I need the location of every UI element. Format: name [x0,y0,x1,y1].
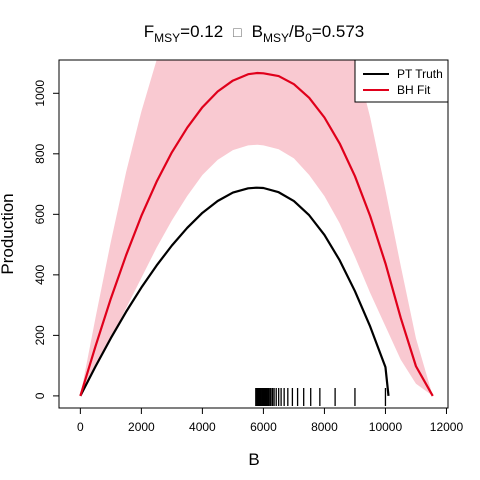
y-axis: 0 200 400 600 800 1000 [33,80,59,399]
series-line-pt-truth [79,186,390,397]
title-b0-sub: 0 [305,31,312,45]
y-axis-label: Production [0,193,17,274]
legend: PT Truth BH Fit [354,59,449,103]
title-b-sub: MSY [263,31,289,45]
title-slash: / [289,22,294,41]
title-f-value: =0.12 [180,22,223,41]
title-separator: □ [233,24,242,40]
title-b-value: =0.573 [312,22,364,41]
y-tick-label: 800 [33,143,47,163]
y-tick-label: 200 [33,325,47,345]
confidence-band-layer [80,60,433,396]
title-f: F [144,22,154,41]
title-b0: B [294,22,305,41]
series-line-bh-fit [79,71,434,397]
x-tick-label: 0 [77,420,84,434]
legend-label-bh-fit: BH Fit [397,83,431,97]
y-tick-label: 1000 [33,80,47,107]
title-b: B [252,22,263,41]
chart-title: FMSY=0.12 □ BMSY/B0=0.573 [144,22,365,45]
confidence-band [80,60,433,396]
plot-frame [58,59,449,409]
x-tick-label: 8000 [311,420,338,434]
x-tick-label: 12000 [430,420,464,434]
y-tick-label: 600 [33,204,47,224]
x-axis: 0 2000 4000 6000 8000 10000 12000 [77,408,463,434]
x-tick-label: 2000 [128,420,155,434]
legend-box [354,59,449,103]
y-tick-label: 400 [33,265,47,285]
x-tick-label: 6000 [250,420,277,434]
x-tick-label: 4000 [189,420,216,434]
rug-layer [255,388,387,406]
legend-label-pt-truth: PT Truth [397,67,443,81]
title-f-sub: MSY [154,31,180,45]
series-layer [79,71,434,397]
x-tick-label: 10000 [369,420,403,434]
x-axis-label: B [248,450,259,469]
y-tick-label: 0 [33,392,47,399]
